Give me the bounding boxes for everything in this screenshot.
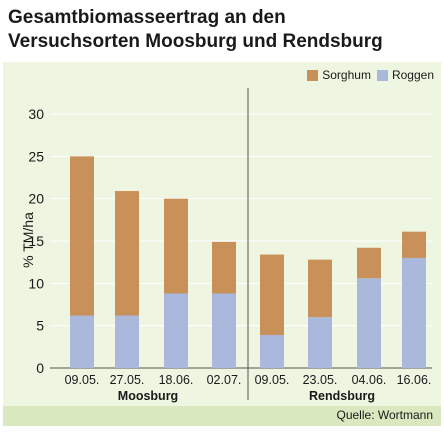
x-tick-label-3: 18.06. <box>159 373 194 387</box>
bar-roggen-2 <box>115 315 139 368</box>
legend-item-roggen: Roggen <box>376 68 434 82</box>
bar-sorghum-4 <box>212 241 236 294</box>
group-label-rendsburg: Rendsburg <box>309 389 375 403</box>
source-text: Quelle: Wortmann <box>336 408 434 422</box>
legend-swatch-roggen <box>376 69 388 81</box>
x-tick-label-2: 27.05. <box>110 373 145 387</box>
title-line-1: Gesamtbiomasseertrag an den <box>8 7 286 28</box>
y-tick-label-15: 15 <box>28 233 44 249</box>
chart-title: Gesamtbiomasseertrag an den Versuchsorte… <box>8 6 383 54</box>
bar-roggen-3 <box>164 293 188 368</box>
bar-sorghum-3 <box>164 198 188 294</box>
bar-sorghum-1 <box>70 156 94 316</box>
x-tick-label-7: 04.06. <box>352 373 387 387</box>
legend-item-sorghum: Sorghum <box>307 68 371 82</box>
x-tick-label-6: 23.05. <box>303 373 338 387</box>
bar-roggen-5 <box>260 334 284 368</box>
bar-roggen-4 <box>212 293 236 368</box>
bar-roggen-6 <box>308 317 332 368</box>
bar-sorghum-5 <box>260 254 284 335</box>
y-tick-label-10: 10 <box>28 275 44 291</box>
footer: Quelle: Wortmann <box>3 406 441 426</box>
y-tick-label-5: 5 <box>36 318 44 334</box>
bar-roggen-7 <box>357 278 381 368</box>
bar-sorghum-8 <box>402 231 426 258</box>
bar-roggen-8 <box>402 257 426 368</box>
y-tick-label-0: 0 <box>36 360 44 376</box>
legend-label-sorghum: Sorghum <box>322 68 371 82</box>
bar-roggen-1 <box>70 315 94 368</box>
y-tick-label-30: 30 <box>28 106 44 122</box>
title-band: Gesamtbiomasseertrag an den Versuchsorte… <box>0 0 444 62</box>
x-tick-label-5: 09.05. <box>255 373 290 387</box>
bar-sorghum-6 <box>308 259 332 318</box>
legend-swatch-sorghum <box>307 69 319 81</box>
group-label-moosburg: Moosburg <box>118 389 178 403</box>
legend: Sorghum Roggen <box>307 68 434 82</box>
bar-sorghum-2 <box>115 191 139 316</box>
bar-sorghum-7 <box>357 247 381 279</box>
legend-label-roggen: Roggen <box>391 68 434 82</box>
y-tick-label-25: 25 <box>28 148 44 164</box>
x-tick-label-8: 16.06. <box>397 373 432 387</box>
title-line-2: Versuchsorten Moosburg und Rendsburg <box>8 31 383 52</box>
x-tick-label-4: 02.07. <box>207 373 242 387</box>
y-tick-label-20: 20 <box>28 191 44 207</box>
x-tick-label-1: 09.05. <box>65 373 100 387</box>
